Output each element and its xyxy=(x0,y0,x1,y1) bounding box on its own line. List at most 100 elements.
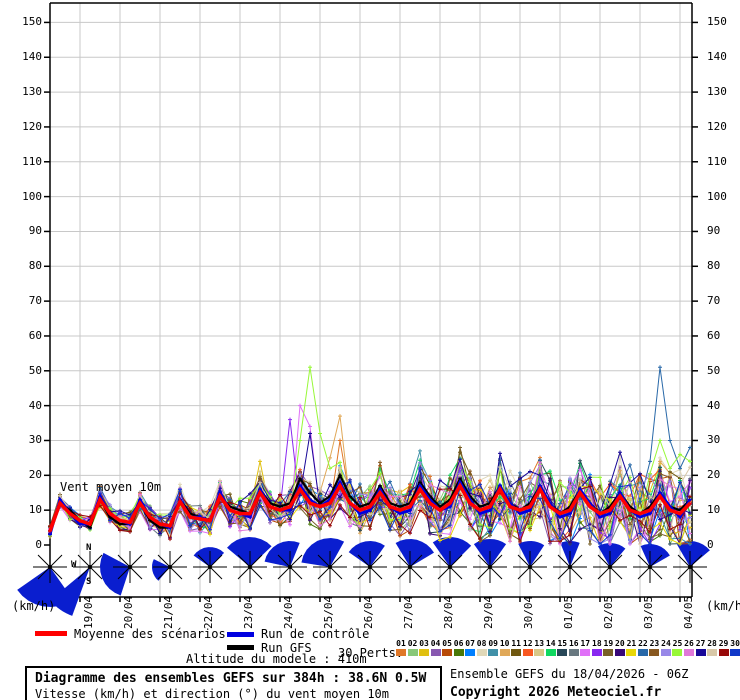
perturbation-color-swatch xyxy=(430,649,441,656)
x-axis-date-label: 26/04 xyxy=(362,595,375,629)
wind-rose-center xyxy=(88,565,92,569)
x-axis-date-label: 20/04 xyxy=(122,595,135,629)
model-altitude-label: Altitude du modele : 410m xyxy=(186,652,367,666)
perturbation-color-swatch xyxy=(568,649,579,656)
perturbation-number: 10 xyxy=(499,639,510,648)
wind-rose-center xyxy=(568,565,572,569)
y-tick-label-right: 0 xyxy=(707,538,714,551)
control-legend-label: Run de contrôle xyxy=(261,627,370,641)
perturbation-color-swatch xyxy=(534,649,545,656)
diagram-title-box: Diagramme des ensembles GEFS sur 384h : … xyxy=(25,666,442,700)
wind-direction-fan xyxy=(264,541,300,567)
perturbation-color-swatch xyxy=(637,649,648,656)
y-tick-label-left: 50 xyxy=(28,363,42,377)
y-tick-label-left: 70 xyxy=(28,294,42,308)
perturbation-number: 04 xyxy=(430,639,441,648)
perturbation-number: 02 xyxy=(407,639,418,648)
perturbation-number: 22 xyxy=(638,639,648,648)
x-axis-date-label: 29/04 xyxy=(482,595,495,629)
y-tick-label-left: 0 xyxy=(35,538,42,551)
perturbation-number: 26 xyxy=(684,639,694,648)
perturbation-color-swatch xyxy=(476,649,487,656)
y-tick-label-left: 30 xyxy=(28,433,42,447)
perturbation-number: 01 xyxy=(396,639,406,648)
wind-direction-fan xyxy=(227,537,272,567)
y-tick-label-right: 100 xyxy=(707,189,727,203)
y-tick-label-right: 140 xyxy=(707,50,727,64)
wind-direction-fan xyxy=(348,541,385,567)
mean-legend-swatch xyxy=(35,631,67,636)
x-axis-date-label: 04/05 xyxy=(682,595,695,629)
y-tick-label-right: 120 xyxy=(707,119,727,133)
y-axis-unit-right: (km/h) xyxy=(706,599,740,613)
perturbation-number: 27 xyxy=(695,639,706,648)
y-tick-label-left: 10 xyxy=(28,503,42,517)
perturbation-color-swatch xyxy=(603,649,614,656)
wind-direction-fan xyxy=(395,539,434,567)
copyright-label: Copyright 2026 Meteociel.fr xyxy=(450,685,662,700)
control-legend-swatch xyxy=(227,632,254,637)
perturbation-number: 28 xyxy=(707,639,717,648)
perturbation-number: 29 xyxy=(718,639,729,648)
wind-rose-center xyxy=(448,565,452,569)
perturbation-number: 05 xyxy=(442,639,452,648)
y-tick-label-right: 110 xyxy=(707,154,727,168)
perturbation-number: 16 xyxy=(568,639,579,648)
perturbation-number: 03 xyxy=(419,639,429,648)
wind-direction-fan xyxy=(598,543,626,567)
wind-rose-center xyxy=(288,565,292,569)
perturbation-color-swatch xyxy=(730,649,740,656)
y-tick-label-right: 20 xyxy=(707,468,721,482)
x-axis-date-label: 03/05 xyxy=(642,595,655,629)
y-tick-label-left: 120 xyxy=(22,119,42,133)
compass-north-label: N xyxy=(86,543,92,553)
wind-rose-center xyxy=(248,565,252,569)
perturbation-number: 21 xyxy=(626,639,637,648)
perturbation-color-swatch xyxy=(718,649,729,656)
perturbation-color-swatch xyxy=(453,649,464,656)
perturbation-color-swatch xyxy=(545,649,556,656)
gfs-legend-label: Run GFS xyxy=(261,641,312,655)
run-info-label: Ensemble GEFS du 18/04/2026 - 06Z xyxy=(450,667,689,681)
x-axis-date-label: 30/04 xyxy=(522,595,535,629)
y-tick-label-left: 90 xyxy=(28,224,42,238)
chart-inline-title: Vent moyen 10m xyxy=(60,480,162,494)
wind-direction-fan xyxy=(432,537,472,567)
perturbation-number: 24 xyxy=(661,639,671,648)
mean-legend-label: Moyenne des scénarios xyxy=(74,627,226,641)
perturbation-color-swatch xyxy=(626,649,637,656)
perturbation-color-swatch xyxy=(488,649,499,656)
perturbation-number: 18 xyxy=(592,639,602,648)
x-axis-date-label: 24/04 xyxy=(282,595,295,629)
wind-rose-center xyxy=(48,565,52,569)
perturbation-number: 20 xyxy=(615,639,625,648)
perturbation-color-swatch xyxy=(499,649,510,656)
perturbation-number: 23 xyxy=(649,639,660,648)
wind-direction-fan xyxy=(152,559,170,581)
y-tick-label-right: 90 xyxy=(707,224,721,238)
y-axis-unit-left: (km/h) xyxy=(12,599,56,613)
x-axis-date-label: 22/04 xyxy=(202,595,215,629)
perturbation-color-swatch xyxy=(580,649,591,656)
y-tick-label-right: 130 xyxy=(707,85,727,99)
y-tick-label-right: 40 xyxy=(707,398,721,412)
x-axis-date-label: 23/04 xyxy=(242,595,255,629)
diagram-subtitle: Vitesse (km/h) et direction (°) du vent … xyxy=(35,687,390,700)
perturbation-number: 12 xyxy=(522,639,533,648)
perturbation-color-swatch xyxy=(511,649,522,656)
wind-direction-fan xyxy=(100,552,130,596)
perturbation-color-swatch xyxy=(695,649,706,656)
y-tick-label-left: 60 xyxy=(28,328,42,342)
perturbations-count-label: 30 Perts. xyxy=(338,646,404,660)
perturbation-color-swatch xyxy=(396,649,406,656)
wind-direction-fan xyxy=(518,541,545,567)
perturbation-color-swatch xyxy=(707,649,718,656)
y-tick-label-right: 30 xyxy=(707,433,721,447)
gfs-legend-swatch xyxy=(227,645,254,650)
y-tick-label-left: 20 xyxy=(28,468,42,482)
perturbation-color-swatch xyxy=(442,649,453,656)
y-tick-label-right: 50 xyxy=(707,363,721,377)
perturbation-color-swatch xyxy=(465,649,476,656)
perturbation-number: 19 xyxy=(603,639,614,648)
x-axis-date-label: 27/04 xyxy=(402,595,415,629)
